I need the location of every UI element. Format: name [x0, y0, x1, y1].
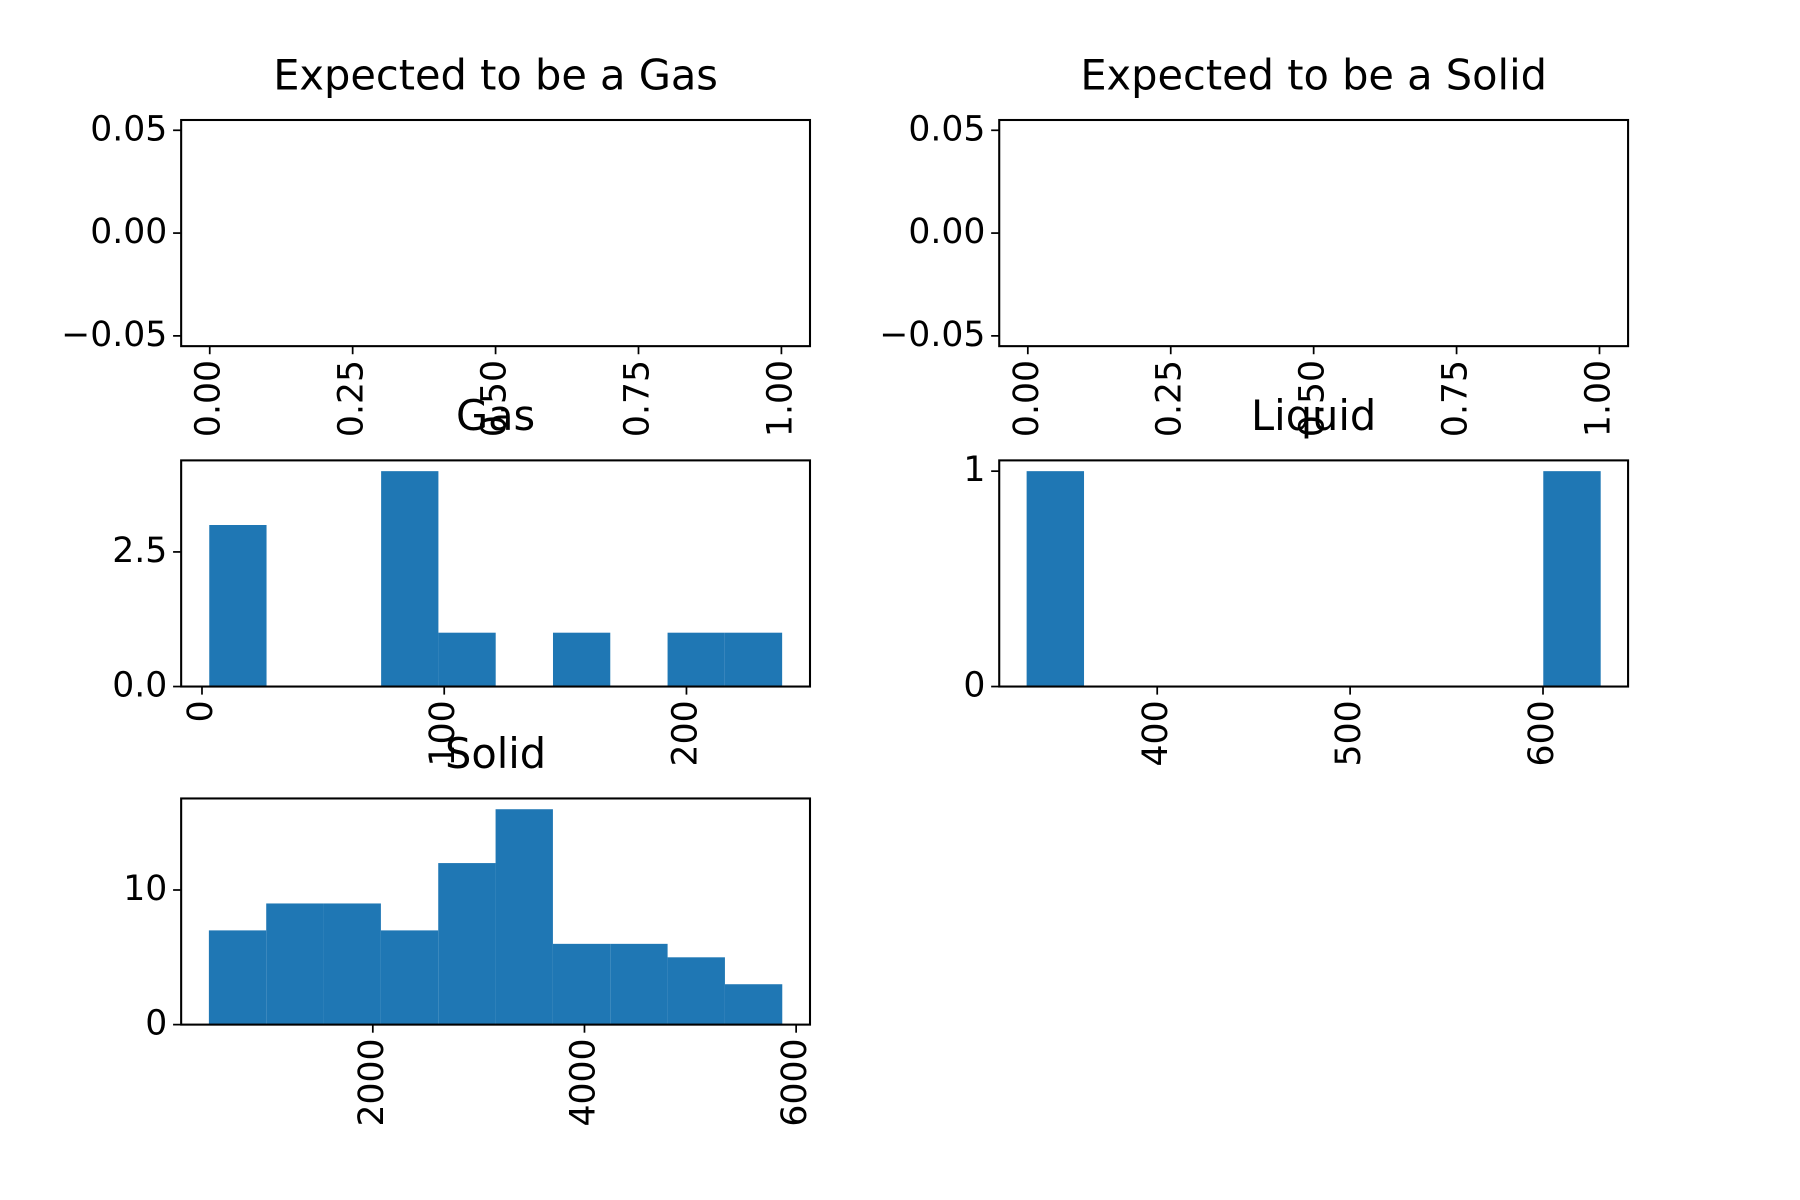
x-tick-label: 6000 [775, 1038, 815, 1126]
y-tick-label: 0.00 [90, 212, 167, 252]
x-tick-label: 0.75 [617, 360, 657, 437]
x-tick-label: 200 [665, 700, 705, 766]
x-tick-label: 400 [1136, 700, 1176, 766]
subplot-title: Expected to be a Solid [1080, 50, 1547, 99]
x-tick-label: 1.00 [760, 360, 800, 437]
y-tick-label: 0 [963, 666, 985, 706]
y-tick-label: −0.05 [879, 315, 985, 355]
x-tick-label: 1.00 [1578, 360, 1618, 437]
x-tick-label: 600 [1522, 700, 1562, 766]
x-tick-label: 100 [423, 700, 463, 766]
bar [209, 525, 267, 687]
y-tick-label: 0.00 [908, 212, 985, 252]
bar [438, 632, 496, 687]
x-tick-label: 0.00 [1007, 360, 1047, 437]
bar [266, 903, 324, 1025]
x-tick-label: 0.50 [475, 360, 515, 437]
x-tick-label: 2000 [352, 1038, 392, 1126]
y-tick-label: 0.05 [908, 109, 985, 149]
bar [495, 809, 553, 1025]
bar [724, 984, 783, 1025]
y-tick-label: 0.05 [90, 109, 167, 149]
y-tick-label: 0 [145, 1004, 167, 1044]
subplot-title: Solid [445, 729, 546, 778]
x-tick-label: 0.50 [1293, 360, 1333, 437]
bar [667, 632, 725, 687]
axes-frame [998, 118, 1630, 348]
x-tick-label: 0.25 [332, 360, 372, 437]
bar [667, 957, 725, 1025]
bar [438, 863, 496, 1025]
x-tick-label: 500 [1329, 700, 1369, 766]
bar [381, 471, 439, 687]
x-tick-label: 0 [181, 700, 221, 722]
bar [323, 903, 381, 1025]
axes-frame [998, 459, 1630, 688]
x-tick-label: 0.00 [189, 360, 229, 437]
x-tick-label: 4000 [563, 1038, 603, 1126]
axes-frame [180, 118, 812, 348]
subplot-title: Expected to be a Gas [273, 50, 718, 99]
y-tick-label: 10 [123, 869, 167, 909]
x-tick-label: 0.25 [1150, 360, 1190, 437]
y-tick-label: 2.5 [112, 531, 167, 571]
bar [552, 943, 611, 1025]
x-tick-label: 0.75 [1436, 360, 1476, 437]
y-tick-label: −0.05 [61, 315, 167, 355]
subplot-title: Liquid [1251, 391, 1376, 440]
bar [380, 930, 439, 1025]
bar [610, 943, 668, 1025]
axes-frame [180, 459, 812, 688]
subplot-title: Gas [456, 391, 535, 440]
axes-frame [180, 797, 812, 1026]
y-tick-label: 1 [963, 450, 985, 490]
bar [208, 930, 267, 1025]
bar [1026, 471, 1085, 687]
bar [1543, 471, 1601, 687]
bar [724, 632, 783, 687]
y-tick-label: 0.0 [112, 666, 167, 706]
bar [552, 632, 611, 687]
